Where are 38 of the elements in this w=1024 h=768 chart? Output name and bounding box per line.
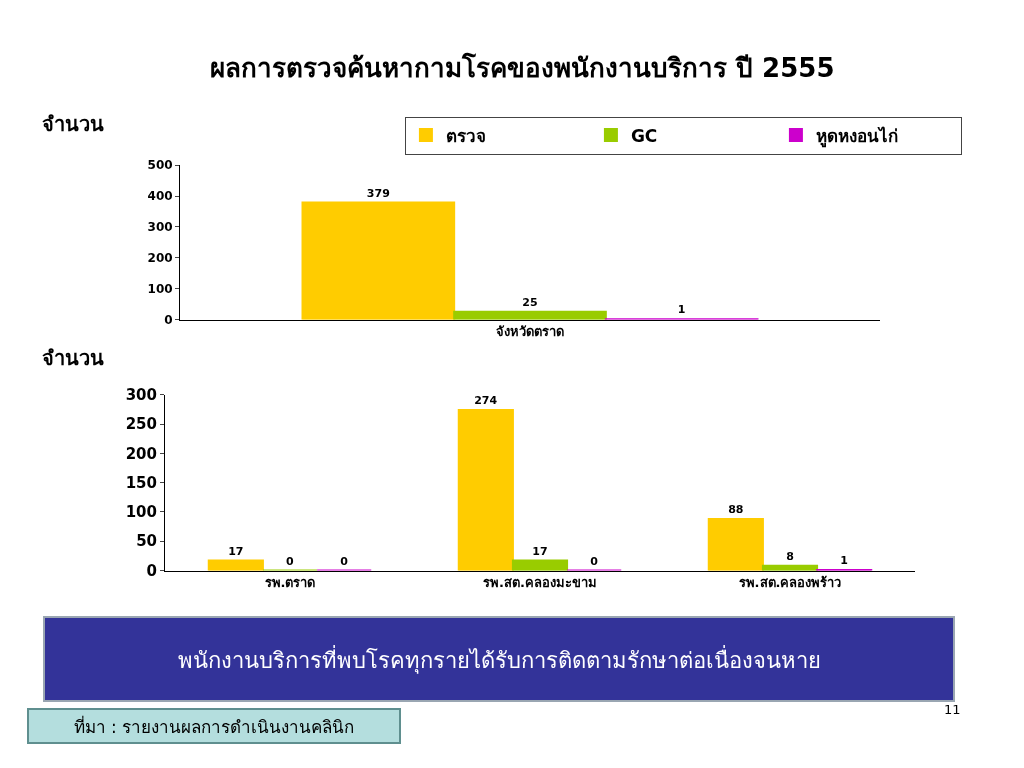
data-label: 88 <box>728 502 744 516</box>
text: 11 <box>944 702 961 717</box>
legend-label: ตรวจ <box>445 125 486 146</box>
legend-label: GC <box>630 125 658 146</box>
y-tick-label: 100 <box>147 281 173 296</box>
y-tick-label: 100 <box>125 503 157 522</box>
data-label: 1 <box>840 553 848 567</box>
data-label: 379 <box>366 186 390 200</box>
y-tick-label: 400 <box>147 189 173 204</box>
text: ที่มา : รายงานผลการดำเนินงานคลินิก <box>73 715 355 737</box>
y-tick-label: 50 <box>136 532 157 551</box>
text: พนักงานบริการที่พบโรคทุกรายได้รับการติดตามรักษาต่อเนื่องจนหาย <box>177 644 821 674</box>
x-tick-label: รพ.สต.คลองมะขาม <box>483 575 597 591</box>
x-tick-label: จังหวัดตราด <box>496 324 564 340</box>
y-tick-label: 300 <box>147 220 173 235</box>
y-tick-label: 150 <box>125 473 157 492</box>
data-label: 17 <box>532 544 548 558</box>
y-tick-label: 500 <box>147 158 173 173</box>
data-label: 0 <box>286 554 294 568</box>
chart-title: ผลการตรวจค้นหากามโรคของพนักงานบริการ ปี 2555 <box>210 52 835 83</box>
data-label: 25 <box>522 295 538 309</box>
data-label: 1 <box>677 303 686 317</box>
x-tick-label: รพ.สต.คลองพร้าว <box>738 575 842 591</box>
y-tick-label: 0 <box>146 561 157 580</box>
y-tick-label: 200 <box>147 251 173 266</box>
y-tick-label: 300 <box>125 385 157 404</box>
data-label: 8 <box>786 549 794 563</box>
data-label: 274 <box>474 393 498 407</box>
data-label: 0 <box>590 554 599 568</box>
data-label: 17 <box>228 544 244 558</box>
y-axis-title: จำนวน <box>42 112 104 136</box>
y-tick-label: 0 <box>164 312 173 327</box>
legend-label: หูดหงอนไก่ <box>815 125 898 148</box>
y-tick-label: 200 <box>125 444 157 463</box>
x-tick-label: รพ.ตราด <box>264 575 316 591</box>
y-tick-label: 250 <box>125 415 157 434</box>
y-axis-title: จำนวน <box>42 346 104 370</box>
data-label: 0 <box>340 554 349 568</box>
